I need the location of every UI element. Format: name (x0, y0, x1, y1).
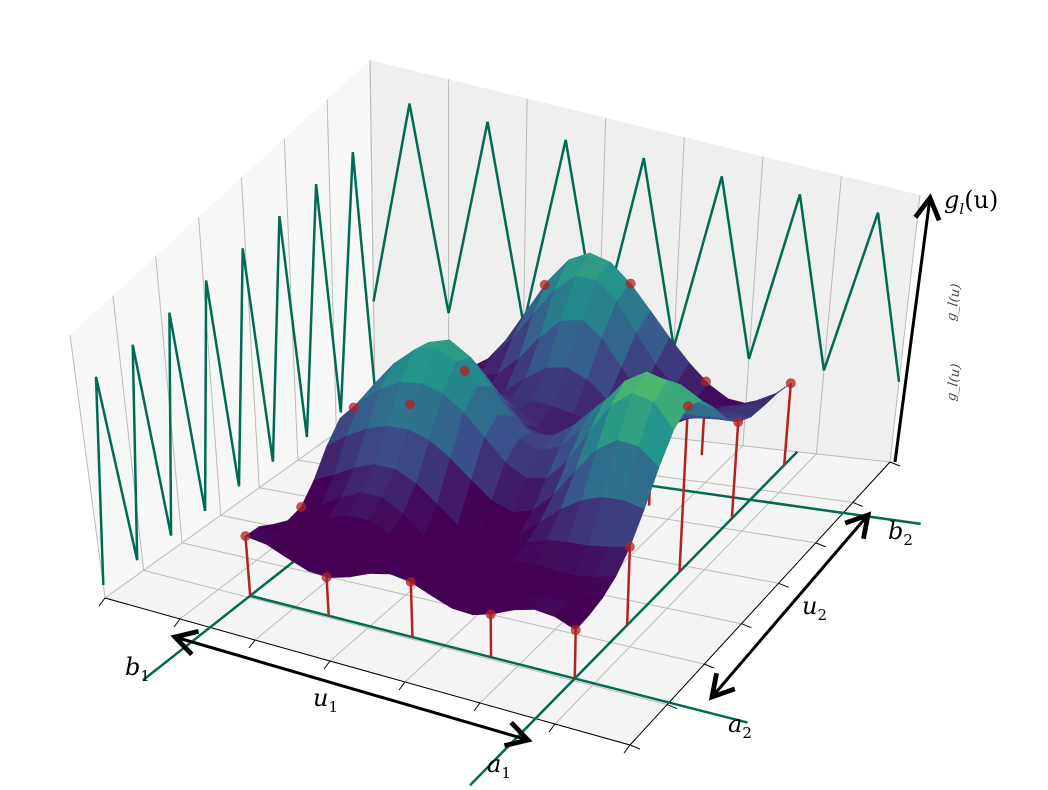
b1-label: b1 (125, 653, 150, 685)
u2-label: u2 (802, 592, 828, 624)
sample-point (348, 402, 359, 413)
sample-points (240, 278, 796, 636)
u1-tick (173, 618, 181, 628)
u2-tick (704, 663, 715, 669)
u2-tick (666, 704, 678, 710)
sample-point (240, 531, 251, 542)
u1-tick (398, 681, 406, 691)
stem (325, 577, 330, 616)
sample-point (682, 401, 693, 412)
grid-line (283, 138, 816, 544)
stem (573, 630, 577, 679)
left-pane (70, 60, 375, 598)
grid-line (155, 256, 705, 665)
sample-point (625, 278, 636, 289)
u2-tick (629, 744, 641, 750)
sample-point (570, 625, 581, 636)
u2-arrow (708, 511, 872, 701)
z-axis-label: gl(u) (944, 186, 999, 218)
u2-tick (778, 582, 789, 588)
surface-cell (554, 603, 590, 631)
sample-point (321, 572, 332, 583)
u1-tick (473, 702, 481, 712)
stem (730, 421, 740, 519)
u1-tick (623, 744, 631, 754)
stem (782, 383, 793, 466)
back-wall-zigzag (372, 103, 901, 383)
sample-point (733, 417, 744, 428)
u1-tick (98, 597, 106, 607)
sample-point (539, 279, 550, 290)
u1-label: u1 (313, 684, 339, 716)
a2-label: a2 (728, 710, 752, 742)
sample-point (701, 376, 712, 387)
wall-zigzag-lines (94, 103, 901, 585)
stem (409, 581, 414, 638)
sample-point (404, 399, 415, 410)
surface-mesh (244, 252, 791, 631)
sample-point (405, 577, 416, 588)
sample-point (459, 365, 470, 376)
stem (625, 546, 632, 626)
stem (244, 536, 252, 596)
sample-point (785, 378, 796, 389)
u2-tick (889, 461, 901, 467)
u1-tick (548, 723, 556, 733)
a1-label: a1 (487, 750, 511, 782)
z-axis-arrow (893, 193, 942, 463)
u1-tick (323, 660, 331, 670)
sample-point (624, 541, 635, 552)
u2-tick (852, 501, 864, 507)
sample-point (296, 502, 307, 513)
axis-arrows (170, 193, 942, 748)
u2-tick (741, 623, 752, 629)
stem (678, 406, 690, 572)
u2-tick (815, 542, 826, 548)
u1-arrow (170, 629, 533, 748)
left-wall-zigzag (94, 151, 377, 585)
sample-point (485, 609, 496, 620)
u1-tick (248, 639, 256, 649)
b2-label: b2 (888, 517, 913, 549)
